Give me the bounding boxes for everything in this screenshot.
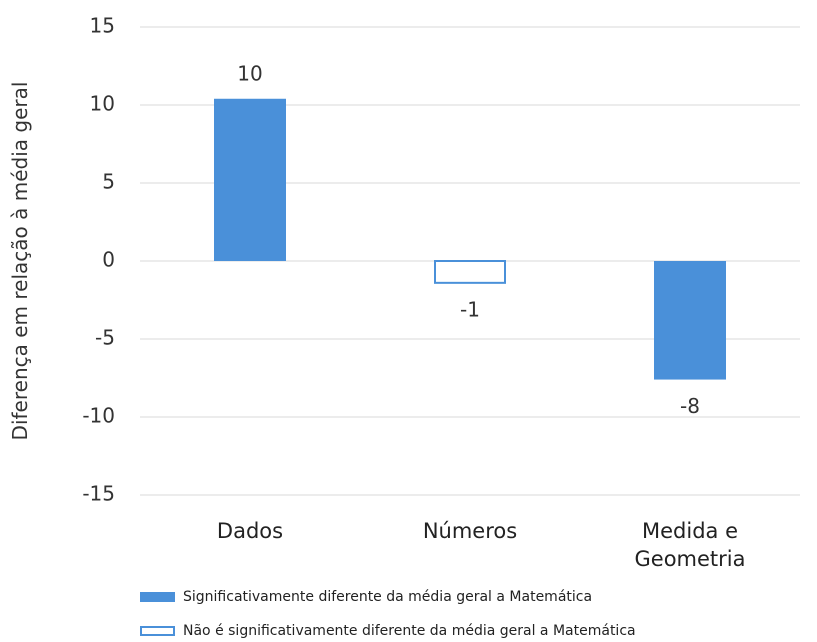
x-tick-label: Medida e Geometria: [634, 519, 746, 571]
legend-item: Significativamente diferente da média ge…: [140, 589, 592, 605]
legend-label: Significativamente diferente da média ge…: [183, 589, 593, 605]
bar: [214, 98, 286, 261]
x-tick-label: Números: [422, 519, 518, 543]
data-label: -8: [680, 394, 700, 418]
legend-item: Não é significativamente diferente da mé…: [140, 623, 636, 639]
data-label: -1: [460, 297, 480, 321]
y-tick-label: 10: [90, 92, 115, 116]
y-tick-label: -10: [82, 404, 115, 428]
data-label: 10: [237, 61, 262, 85]
bar: [434, 260, 506, 284]
x-tick-label: Dados: [216, 519, 284, 543]
y-axis-label: Diferença em relação à média geral: [8, 81, 32, 441]
y-tick-label: 0: [102, 248, 115, 272]
y-tick-label: -15: [82, 482, 115, 506]
legend-label: Não é significativamente diferente da mé…: [183, 623, 636, 639]
legend-swatch: [140, 592, 175, 602]
legend-swatch: [140, 626, 175, 636]
y-tick-label: 15: [90, 14, 115, 38]
y-tick-label: -5: [95, 326, 115, 350]
y-tick-label: 5: [102, 170, 115, 194]
bar: [654, 261, 726, 380]
